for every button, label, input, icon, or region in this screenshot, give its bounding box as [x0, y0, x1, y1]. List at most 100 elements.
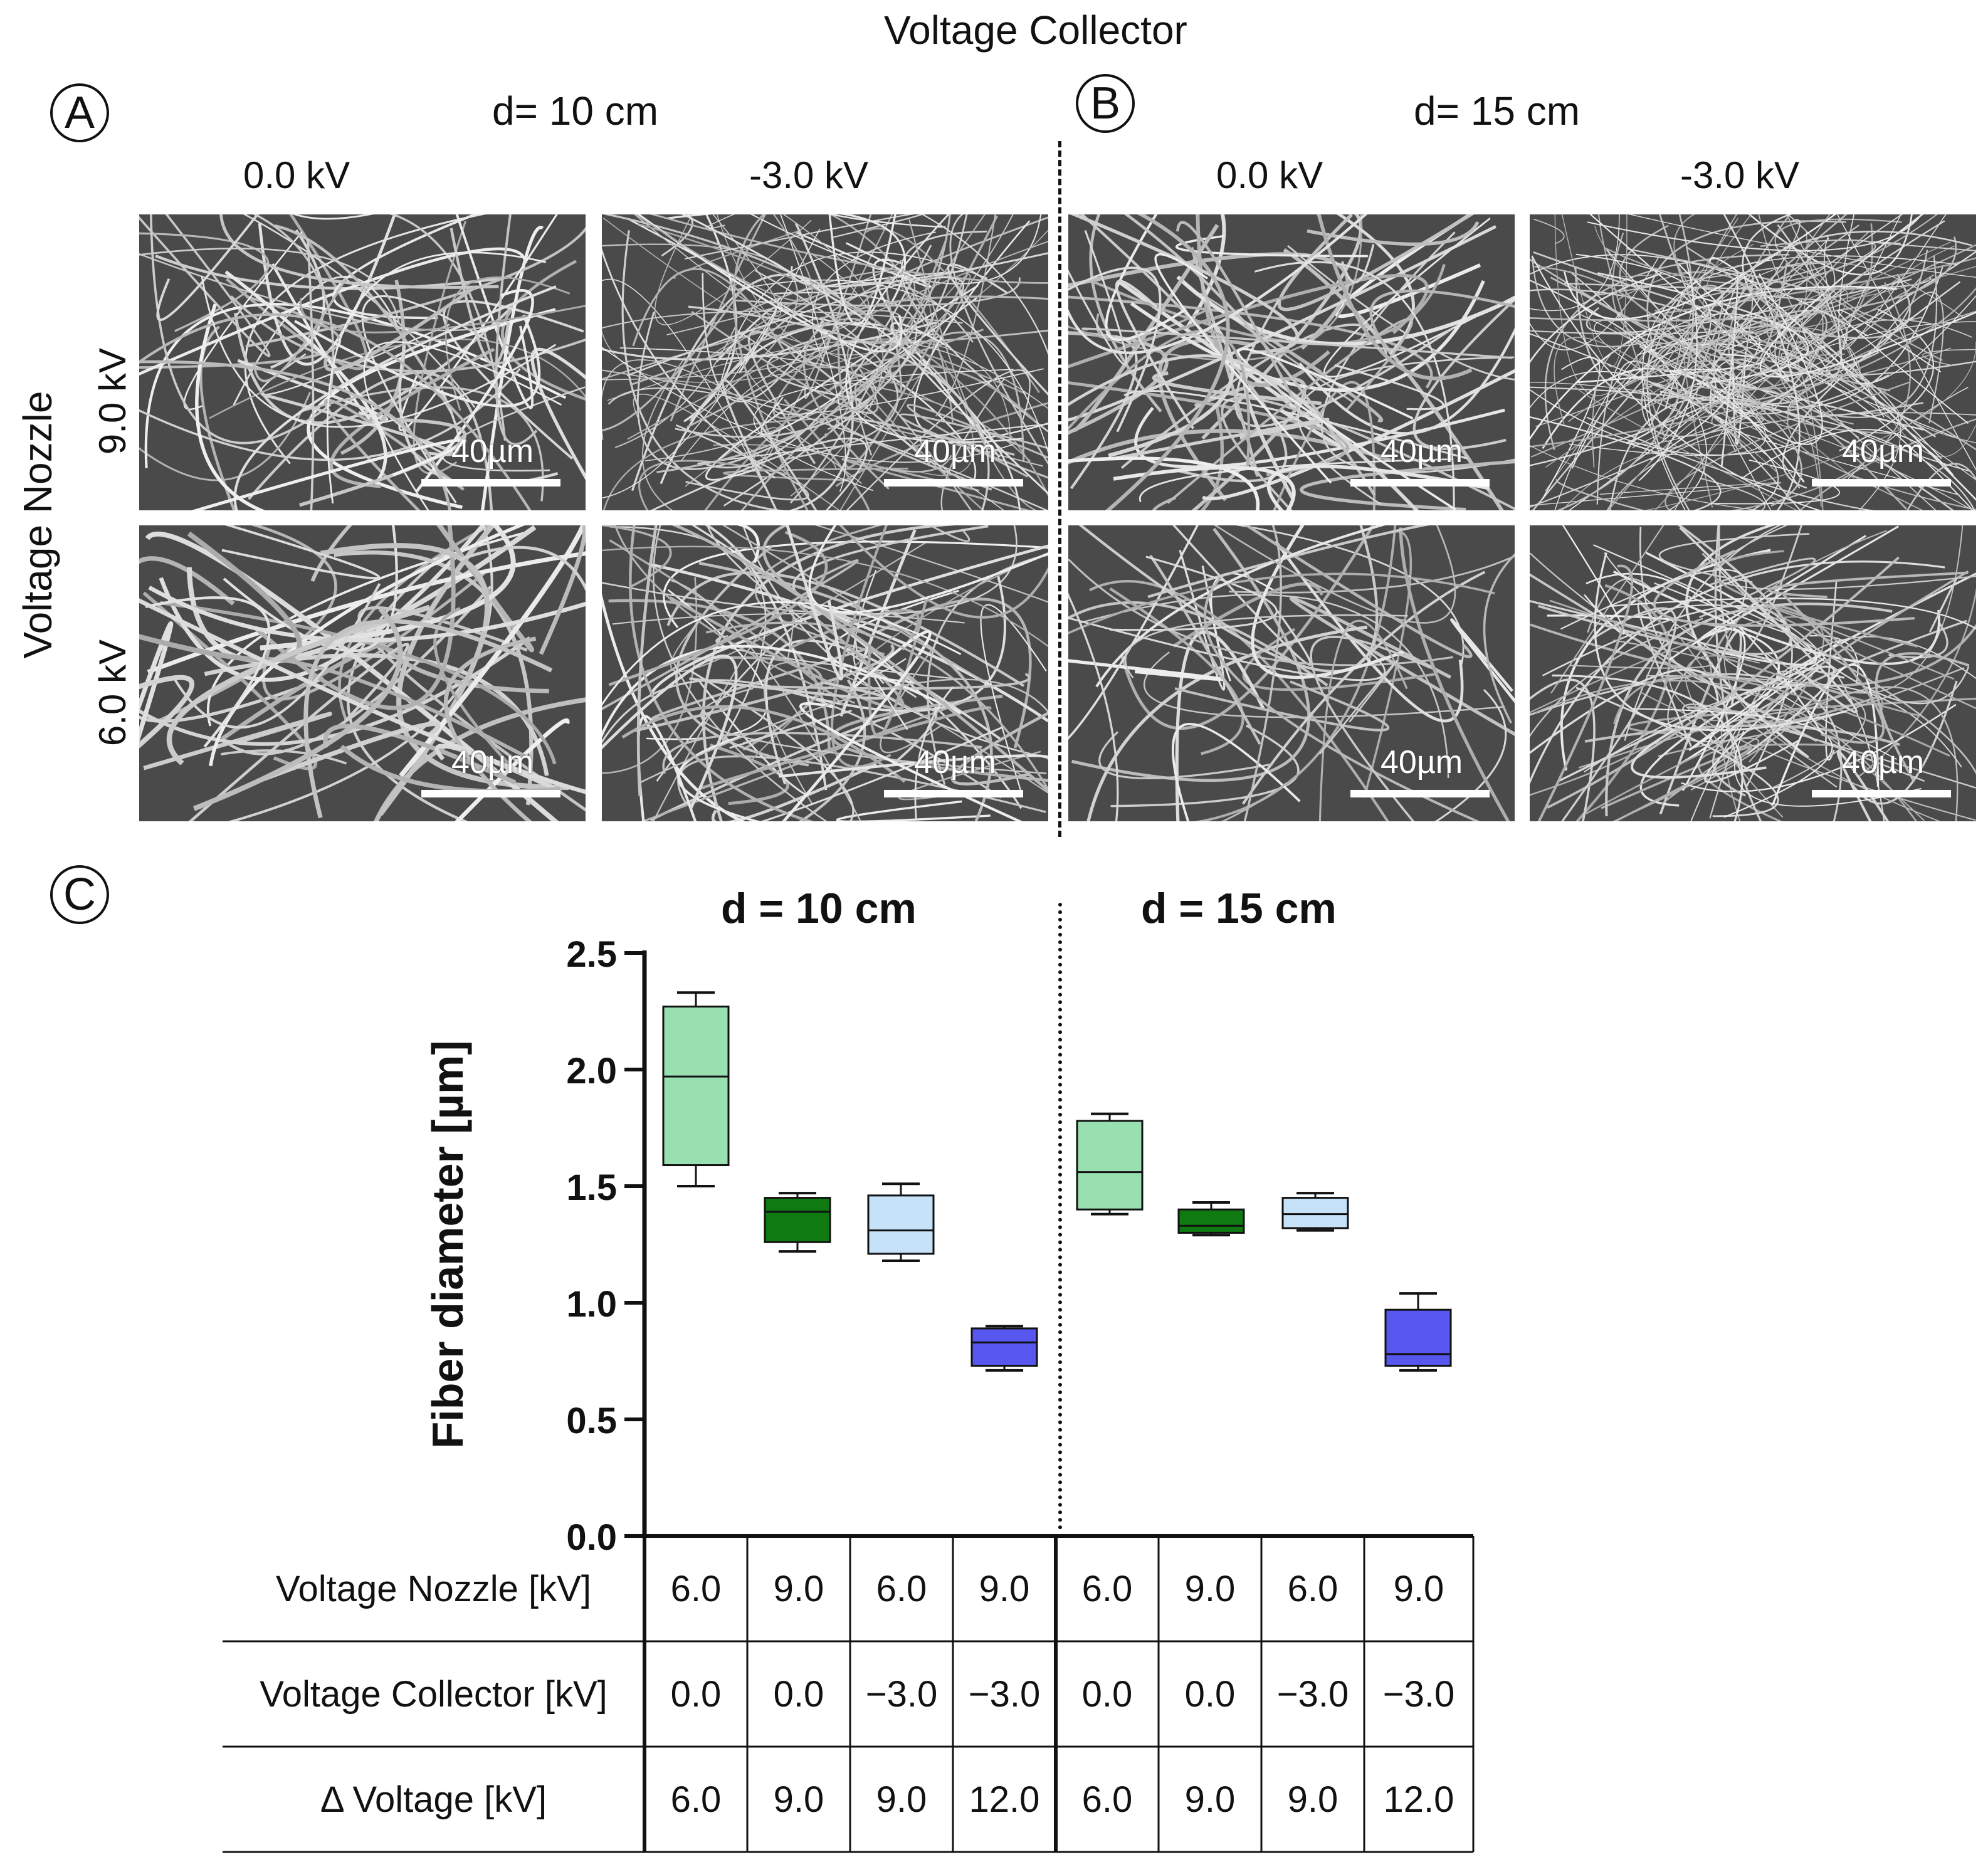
fiber [221, 525, 380, 580]
fiber [1175, 630, 1266, 821]
fiber [627, 241, 1048, 440]
fiber [1530, 444, 1763, 510]
scale-bar-label: 40µm [914, 433, 997, 470]
fiber [1842, 214, 1947, 350]
fiber [1221, 782, 1288, 821]
fiber [1730, 281, 1911, 510]
fiber [1641, 266, 1735, 438]
fiber [303, 619, 553, 819]
fiber [649, 544, 1048, 697]
fiber [1556, 214, 1695, 510]
fiber [1650, 369, 1735, 461]
y-tick-label: 1.0 [566, 1284, 617, 1325]
fiber [1665, 381, 1911, 510]
table-cell: 9.0 [876, 1779, 927, 1820]
fiber [814, 525, 1048, 603]
fiber [1767, 571, 1969, 599]
fiber [798, 679, 866, 821]
fiber [790, 254, 884, 497]
fiber [1587, 214, 1923, 251]
fiber [689, 670, 855, 821]
fiber [1704, 665, 1822, 783]
scale-bar-label: 40µm [1381, 433, 1463, 470]
box-iqr [662, 1006, 730, 1167]
fiber [139, 313, 532, 510]
fiber [1530, 250, 1928, 374]
fiber [1929, 576, 1959, 633]
fiber [750, 214, 1042, 285]
fiber [450, 228, 510, 366]
table-row-label: Voltage Nozzle [kV] [276, 1569, 591, 1609]
table-cell: −3.0 [1383, 1674, 1455, 1715]
fiber [703, 245, 932, 469]
fiber [634, 214, 813, 302]
fiber [1645, 383, 1923, 510]
fiber [1638, 261, 1698, 481]
table-cell: −3.0 [866, 1674, 938, 1715]
fiber [1759, 294, 1902, 423]
fiber [935, 214, 996, 417]
fiber [950, 711, 1048, 786]
fiber [828, 214, 946, 228]
fiber [1152, 496, 1176, 510]
fiber [1530, 214, 1620, 312]
fiber [1550, 525, 1665, 694]
fiber [1152, 371, 1322, 406]
fiber [1906, 463, 1976, 510]
fiber [927, 554, 1048, 786]
box-iqr [970, 1327, 1038, 1367]
fiber [1194, 525, 1397, 821]
fiber [156, 214, 260, 322]
fiber [1530, 285, 1898, 441]
fiber [1244, 525, 1473, 658]
scale-bar-label: 40µm [451, 433, 534, 470]
column-header-3: 0.0 kV [1216, 154, 1323, 196]
fiber [639, 678, 1048, 784]
fiber [1612, 570, 1940, 665]
fiber [1110, 555, 1278, 631]
fiber [1685, 525, 1809, 759]
fiber [1115, 280, 1195, 429]
fiber [1172, 525, 1312, 666]
fiber [839, 525, 1048, 619]
fiber [1552, 674, 1743, 821]
column-header-4: -3.0 kV [1680, 154, 1800, 196]
fiber [607, 387, 1048, 510]
table-cell: 12.0 [1384, 1779, 1454, 1820]
fiber [828, 214, 897, 325]
fiber [264, 656, 528, 759]
fiber [885, 455, 952, 473]
fiber [1369, 289, 1515, 354]
fiber [1747, 277, 1922, 377]
fiber [1123, 214, 1376, 497]
fiber [1690, 636, 1976, 821]
fiber [1068, 572, 1495, 634]
fiber [1214, 525, 1456, 624]
fiber [754, 525, 885, 655]
fiber [1681, 703, 1957, 792]
fiber [802, 295, 1048, 490]
fiber [1167, 317, 1413, 504]
fiber [139, 247, 527, 376]
table-cell: 9.0 [1185, 1779, 1236, 1820]
column-header-2: -3.0 kV [749, 154, 869, 196]
fiber [1665, 230, 1972, 409]
fiber [602, 545, 1048, 648]
fiber [1637, 602, 1692, 747]
fiber [602, 214, 870, 381]
fiber [191, 438, 467, 510]
fiber [666, 260, 902, 336]
fiber [1483, 553, 1515, 724]
fiber [863, 228, 1040, 393]
fiber [1068, 273, 1429, 369]
fiber [871, 671, 908, 730]
fiber [1758, 214, 1976, 444]
fiber [632, 268, 785, 350]
fiber [1787, 310, 1976, 510]
fiber [921, 214, 1048, 356]
fiber [1673, 214, 1859, 438]
scale-bar-label: 40µm [1381, 744, 1463, 781]
fiber [796, 231, 932, 288]
fiber [614, 525, 856, 704]
fiber [361, 295, 488, 503]
